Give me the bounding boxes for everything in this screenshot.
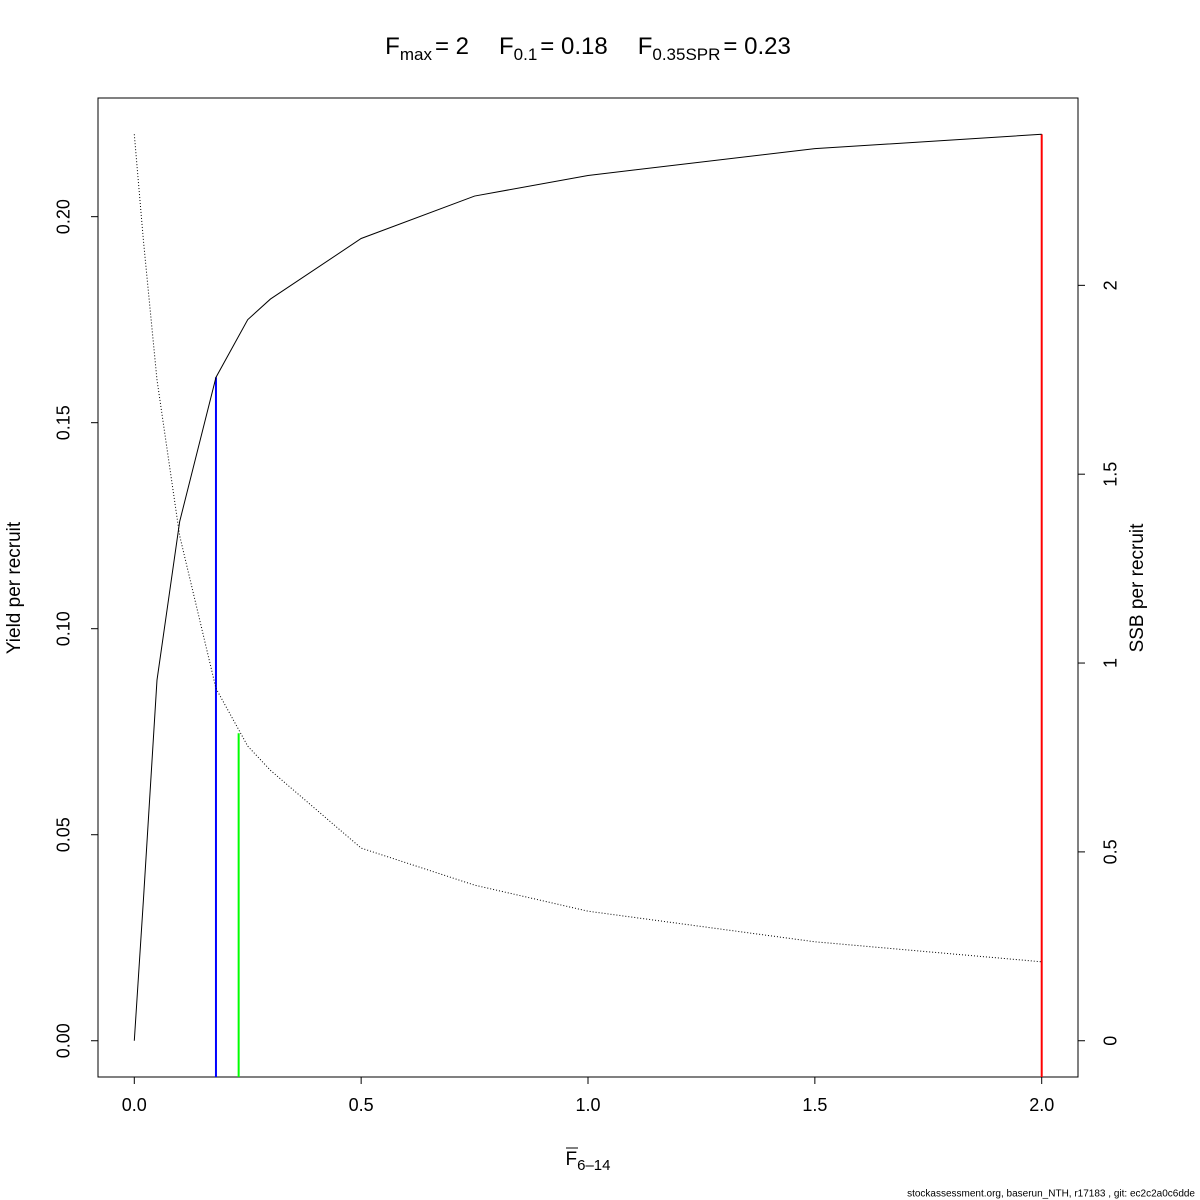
title-symbol: F bbox=[499, 33, 514, 60]
y2-tick-label: 0 bbox=[1101, 1036, 1121, 1046]
y-tick-label: 0.00 bbox=[54, 1023, 74, 1058]
title-symbol: F bbox=[385, 33, 400, 60]
y-tick-label: 0.15 bbox=[54, 405, 74, 440]
data-line bbox=[133, 134, 1042, 963]
x-label-subscript: 6–14 bbox=[577, 1157, 610, 1174]
x-tick-label: 0.5 bbox=[349, 1095, 374, 1115]
x-label-symbol: F bbox=[566, 1149, 578, 1170]
footer: stockassessment.org, baserun_NTH, r17183… bbox=[907, 1189, 1195, 1200]
y2-tick-label: 2 bbox=[1101, 280, 1121, 290]
y2-tick-label: 0.5 bbox=[1101, 839, 1121, 864]
x-tick-label: 2.0 bbox=[1029, 1095, 1054, 1115]
x-axis-label: F6–14 bbox=[566, 1149, 611, 1174]
x-tick-label: 0.0 bbox=[122, 1095, 147, 1115]
title-value: = 0.18 bbox=[540, 33, 607, 60]
y2-tick-label: 1.5 bbox=[1101, 462, 1121, 487]
x-tick-label: 1.0 bbox=[575, 1095, 600, 1115]
title-symbol: F bbox=[638, 33, 653, 60]
y-tick-label: 0.10 bbox=[54, 611, 74, 646]
title-subscript: max bbox=[400, 45, 433, 64]
x-tick-label: 1.5 bbox=[802, 1095, 827, 1115]
title-value: = 2 bbox=[435, 33, 469, 60]
y-axis-label: Yield per recruit bbox=[4, 521, 25, 654]
y-tick-label: 0.05 bbox=[54, 817, 74, 852]
y2-axis-label: SSB per recruit bbox=[1127, 523, 1148, 653]
y-tick-label: 0.20 bbox=[54, 199, 74, 234]
title-value: = 0.23 bbox=[723, 33, 790, 60]
plot-frame bbox=[97, 97, 1079, 1078]
y2-tick-label: 1 bbox=[1101, 658, 1121, 668]
data-line bbox=[133, 133, 1042, 1041]
title-subscript: 0.1 bbox=[514, 45, 538, 64]
chart-title: Fmax = 2 F0.1 = 0.18 F0.35SPR = 0.23 bbox=[385, 33, 791, 64]
title-subscript: 0.35SPR bbox=[652, 45, 720, 64]
